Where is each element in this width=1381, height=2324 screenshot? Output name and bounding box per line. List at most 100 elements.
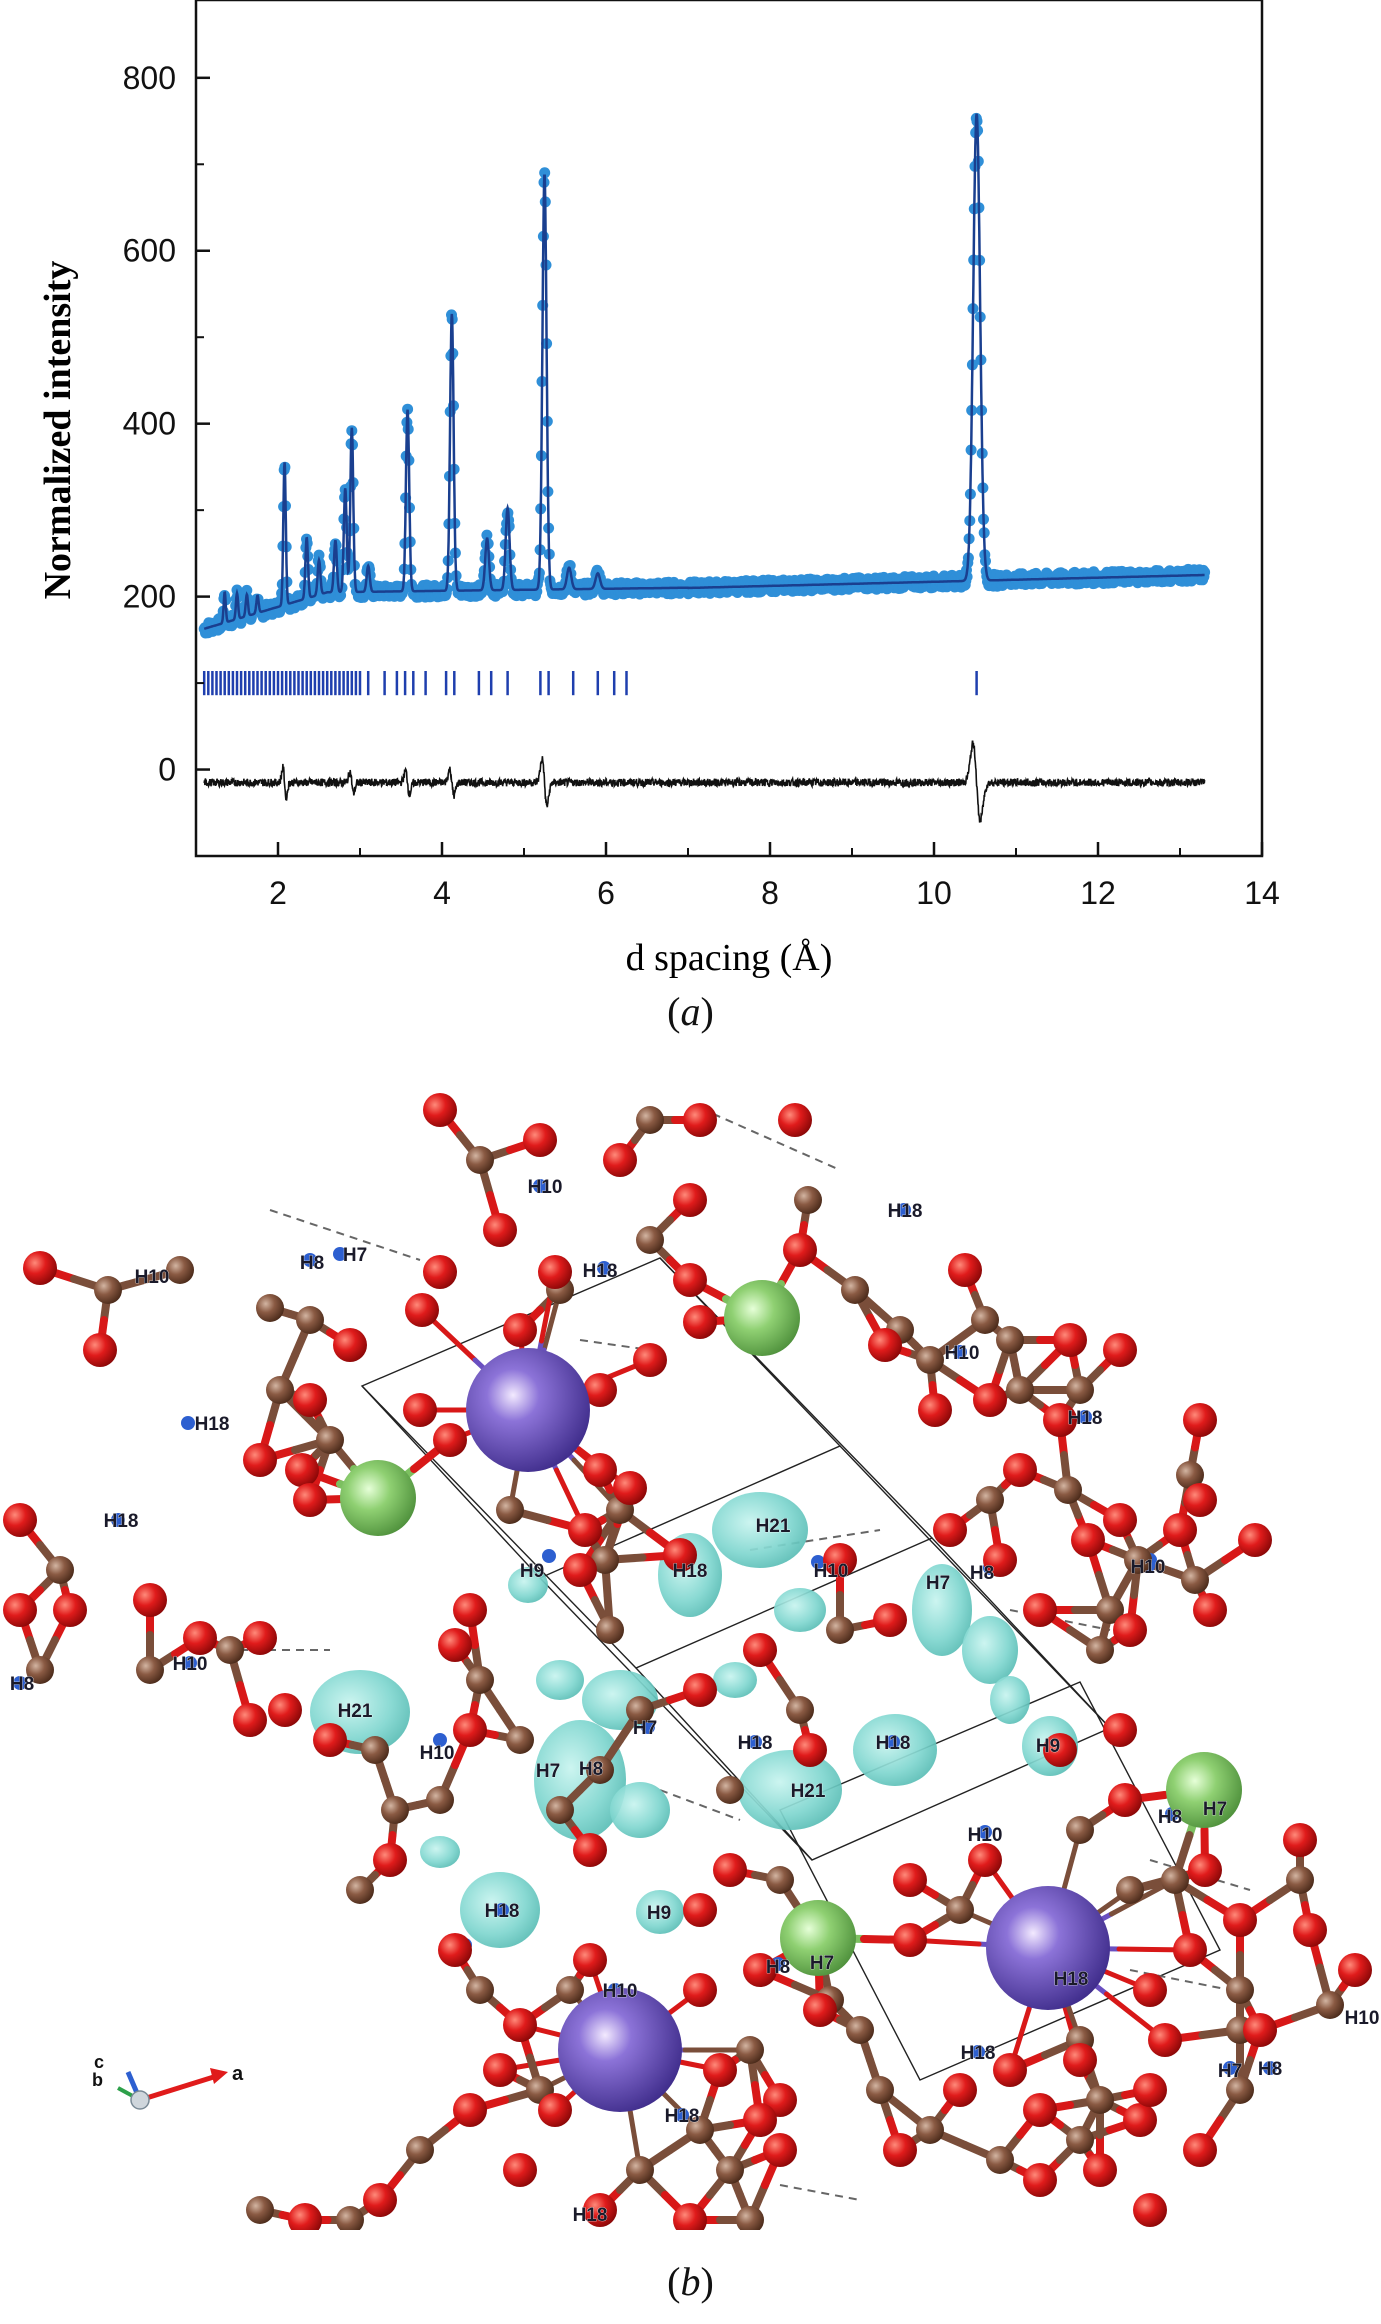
- oxygen-atom: [1023, 1593, 1057, 1627]
- carbon-atom: [841, 1276, 869, 1304]
- oxygen-atom: [993, 2053, 1027, 2087]
- carbon-atom: [466, 1976, 494, 2004]
- oxygen-atom: [673, 1183, 707, 1217]
- oxygen-atom: [1148, 2023, 1182, 2057]
- hydrogen-atom: [953, 1345, 967, 1359]
- oxygen-atom: [868, 1328, 902, 1362]
- carbon-atom: [1286, 1866, 1314, 1894]
- atom-label: H18: [961, 2043, 996, 2064]
- atom-label: H9: [647, 1903, 671, 1924]
- oxygen-atom: [683, 1893, 717, 1927]
- hydrogen-atom: [333, 1247, 347, 1261]
- electron-density-isosurface: [962, 1616, 1018, 1684]
- atom-label: H10: [420, 1743, 455, 1764]
- carbon-atom: [866, 2076, 894, 2104]
- y-tick-label: 600: [123, 233, 176, 269]
- oxygen-atom: [433, 1423, 467, 1457]
- oxygen-atom: [1053, 1323, 1087, 1357]
- y-tick-label: 400: [123, 406, 176, 442]
- carbon-atom: [1066, 1816, 1094, 1844]
- carbon-atom: [546, 1796, 574, 1824]
- carbon-atom: [1054, 1476, 1082, 1504]
- carbon-atom: [46, 1556, 74, 1584]
- oxygen-atom: [583, 1373, 617, 1407]
- carbon-atom: [1124, 1546, 1152, 1574]
- carbon-atom: [1066, 2126, 1094, 2154]
- carbon-atom: [596, 1616, 624, 1644]
- carbon-atom: [296, 1306, 324, 1334]
- hydrogen-atom: [495, 1903, 509, 1917]
- electron-density-isosurface: [712, 1492, 808, 1568]
- hydrogen-bond: [1149, 1859, 1251, 1891]
- atom-label: H18: [1068, 1408, 1103, 1429]
- oxygen-atom: [538, 2093, 572, 2127]
- carbon-atom: [766, 1866, 794, 1894]
- oxygen-atom: [453, 1593, 487, 1627]
- hydrogen-atom: [111, 1513, 125, 1527]
- oxygen-atom: [568, 1513, 602, 1547]
- oxygen-atom: [943, 2073, 977, 2107]
- oxygen-atom: [683, 1673, 717, 1707]
- oxygen-atom: [583, 1453, 617, 1487]
- oxygen-atom: [713, 1853, 747, 1887]
- oxygen-atom: [1123, 2103, 1157, 2137]
- x-axis-label: d spacing (Å): [626, 937, 833, 979]
- atom-label: H9: [520, 1561, 544, 1582]
- oxygen-atom: [1103, 1713, 1137, 1747]
- diffraction-chart: 2 4 6 8 10 12 14 0 200 400 600 800 d spacing (Å) No…: [37, 0, 1280, 979]
- oxygen-atom: [1193, 1593, 1227, 1627]
- atom-label: H18: [888, 1201, 923, 1222]
- carbon-atom: [166, 1256, 194, 1284]
- electron-density-isosurface: [713, 1662, 757, 1698]
- carbon-atom: [1066, 1376, 1094, 1404]
- caption-a: (a): [667, 989, 714, 1034]
- atom-label: H7: [1218, 2061, 1242, 2082]
- axis-b-label: b: [92, 2070, 103, 2090]
- oxygen-atom: [673, 2203, 707, 2237]
- y-tick-label: 200: [123, 579, 176, 615]
- oxygen-atom: [1071, 1523, 1105, 1557]
- oxygen-atom: [503, 1313, 537, 1347]
- carbon-atom: [346, 1876, 374, 1904]
- atom-label: H7: [926, 1573, 950, 1594]
- hydrogen-atom: [1263, 2061, 1277, 2075]
- oxygen-atom: [933, 1513, 967, 1547]
- x-tick-label: 6: [597, 875, 615, 911]
- atom-label: H21: [338, 1701, 373, 1722]
- atom-label: H21: [756, 1516, 791, 1537]
- oxygen-atom: [823, 1543, 857, 1577]
- carbon-atom: [1006, 1376, 1034, 1404]
- panel-b: H10 H18 H10 H8 H7 H18 H10 H18 H18 H18 H21 H9 H18 H10 H…: [0, 1090, 1381, 2324]
- hydrogen-atom: [897, 1203, 911, 1217]
- carbon-atom: [1161, 1866, 1189, 1894]
- axis-c-label: c: [94, 2052, 104, 2072]
- oxygen-atom: [1293, 1913, 1327, 1947]
- atom-label: H18: [738, 1733, 773, 1754]
- oxygen-atom: [663, 1538, 697, 1572]
- oxygen-atom: [1108, 1783, 1142, 1817]
- oxygen-atom: [333, 1328, 367, 1362]
- hydrogen-atom: [183, 1656, 197, 1670]
- hydrogen-atom: [748, 1735, 762, 1749]
- hydrogen-atom: [433, 1733, 447, 1747]
- oxygen-atom: [3, 1593, 37, 1627]
- x-tick-label: 14: [1244, 875, 1280, 911]
- atom-label: H18: [583, 1261, 618, 1282]
- atom-label: H18: [195, 1414, 230, 1435]
- carbon-atom: [716, 1776, 744, 1804]
- oxygen-atom: [523, 1123, 557, 1157]
- unit-cell-edge: [360, 1257, 934, 1669]
- hydrogen-atom: [533, 1179, 547, 1193]
- x-tick-label: 12: [1080, 875, 1116, 911]
- electron-density-isosurface: [774, 1588, 826, 1632]
- electron-density-isosurface: [636, 1890, 684, 1934]
- y-tick-label: 0: [158, 752, 176, 788]
- oxygen-atom: [1043, 1403, 1077, 1437]
- carbon-atom: [1176, 1461, 1204, 1489]
- oxygen-atom: [633, 1343, 667, 1377]
- oxygen-atom: [1243, 2013, 1277, 2047]
- oxygen-atom: [1183, 2133, 1217, 2167]
- electron-density-isosurface: [610, 1782, 670, 1838]
- y-tick-label: 800: [123, 60, 176, 96]
- electron-density-isosurface: [420, 1836, 460, 1868]
